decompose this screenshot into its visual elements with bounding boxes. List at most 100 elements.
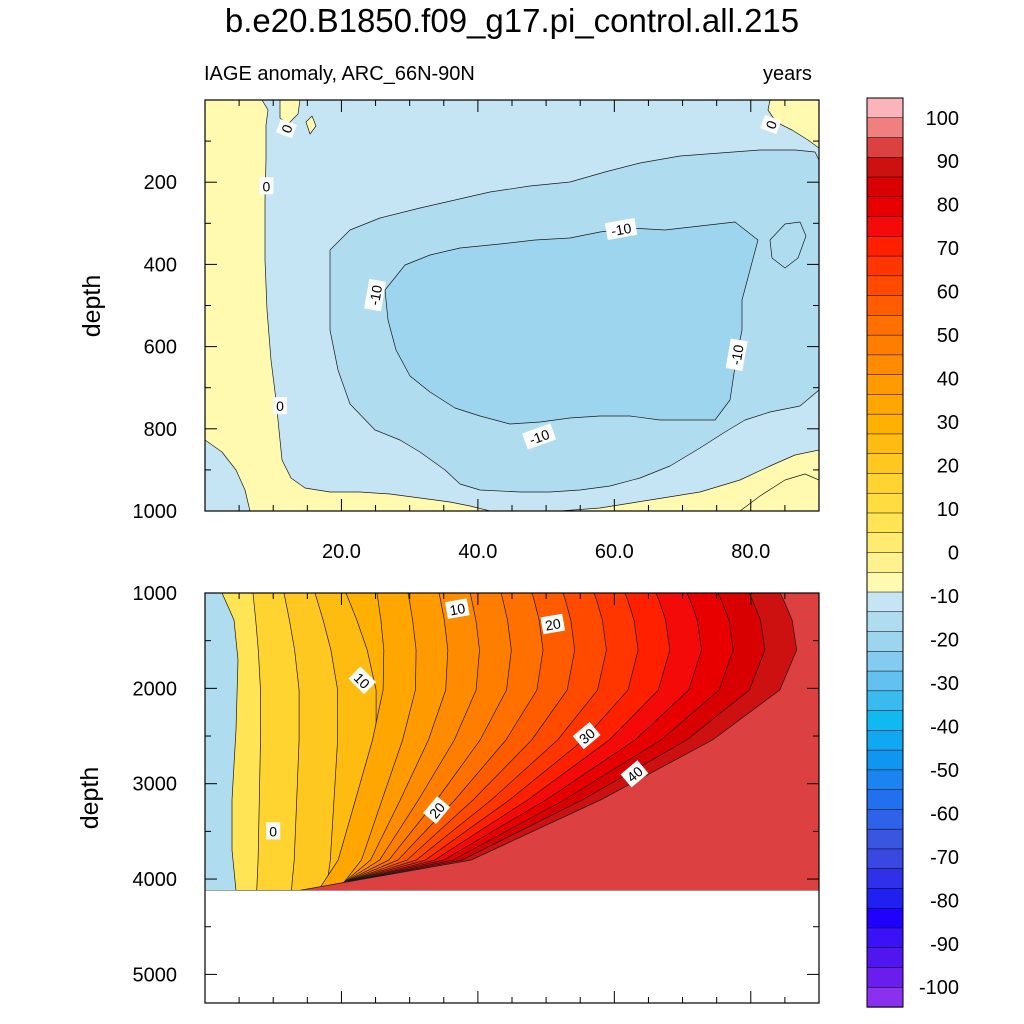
colorbar-box [866,907,904,929]
colorbar-box [866,848,904,870]
colorbar-label: 100 [926,108,959,130]
lower-panel: 10 20 10 30 40 20 0 1000 2000 3000 4000 5000 [133,583,820,1004]
upper-contour-label-text: -10 [610,220,633,239]
lower-contour-label: 10 [445,598,470,619]
colorbar-label: 20 [937,456,959,478]
colorbar-box [866,769,904,791]
colorbar-box [866,413,904,435]
upper-y-tick-label: 200 [144,172,177,194]
upper-x-tick-label: 40.0 [458,541,497,563]
colorbar-label: 10 [937,499,959,521]
colorbar-label: -20 [930,629,959,651]
chart-subtitle-units: years [763,63,812,85]
colorbar-box [866,572,904,593]
upper-contour-neg10 [384,221,759,425]
lower-contour-label-bg [266,822,281,840]
colorbar-box [866,631,904,652]
lower-contour-label: 20 [423,796,451,824]
upper-contour-0-se-patch [739,473,819,511]
upper-contour-label-bg [522,423,557,450]
colorbar-label: -80 [930,890,959,912]
upper-contour-label-text: -10 [527,426,552,448]
upper-contour-label-bg [276,119,297,139]
upper-contour-label: -10 [725,338,748,371]
lower-y-axis-title: depth [76,767,104,830]
colorbar-box [866,196,904,218]
colorbar-label: -90 [930,934,959,956]
colorbar-box [866,828,904,850]
upper-contour-label: 0 [760,115,782,135]
upper-contour-labels: 0 0 0 0 -10 -10 -10 -10 [259,115,782,450]
upper-x-tick-label: 20.0 [322,541,361,563]
colorbar-box [866,137,904,158]
lower-y-tick-label: 5000 [133,964,178,986]
upper-contour-label: 0 [273,397,287,415]
colorbar-box [866,453,904,475]
chart-title: b.e20.B1850.f09_g17.pi_control.all.215 [224,2,800,39]
upper-contour-label: -10 [522,423,557,450]
chart-subtitle-variable: IAGE anomaly, ARC_66N-90N [204,63,475,85]
colorbar-label: -100 [919,977,959,999]
colorbar-box [866,295,904,317]
upper-y-tick-label: 400 [144,254,177,276]
upper-contour-label: 0 [259,177,274,195]
colorbar-box [866,749,904,771]
upper-contour-neg-sw [205,439,251,511]
colorbar-box [866,532,904,554]
colorbar-label: 70 [937,238,959,260]
colorbar-box [866,868,904,890]
upper-contour-label-text: -10 [727,343,746,366]
upper-contour-neg5-eddy [769,221,807,269]
colorbar-box [866,512,904,534]
colorbar-label: -40 [930,716,959,738]
colorbar-box [866,97,904,119]
colorbar-box [866,473,904,494]
upper-contour-label: 0 [276,119,297,139]
upper-contour-label: -10 [604,218,638,240]
upper-contour-0-surface-b [305,115,317,135]
colorbar-box [866,947,904,969]
colorbar-frame [866,97,904,1008]
upper-y-tick-label: 800 [144,419,177,441]
lower-contour-label: 0 [266,822,281,840]
lower-contour-label-bg [445,598,470,619]
colorbar-box [866,986,904,1008]
colorbar-box [866,157,904,178]
lower-contour-label-bg [572,722,601,750]
colorbar-label: 80 [937,195,959,217]
lower-contour-label: 40 [620,760,649,788]
colorbar-box [866,433,904,455]
colorbar-label: -70 [930,847,959,869]
colorbar-box [866,354,904,376]
colorbar-box [866,394,904,415]
colorbar-box [866,117,904,139]
upper-contour-label: -10 [364,278,387,312]
upper-contour-label-text: -10 [366,284,385,307]
upper-contour-label-bg [259,177,274,195]
colorbar-box [866,236,904,257]
colorbar-box [866,690,904,712]
lower-contour-label-text: 0 [269,823,277,839]
lower-contour-label: 20 [540,613,566,635]
upper-ticks: 200 400 600 800 1000 20.0 40.0 60.0 80.0 [133,100,819,563]
upper-contour-0-se [559,449,819,511]
colorbar-label: -10 [930,586,959,608]
lower-ticks: 1000 2000 3000 4000 5000 [133,583,819,1003]
colorbar-box [866,374,904,396]
colorbar-box [866,710,904,732]
colorbar-box [866,216,904,237]
colorbar-box [866,275,904,297]
colorbar-label: 0 [948,543,959,565]
upper-y-axis-title: depth [78,275,106,338]
colorbar-box [866,730,904,751]
upper-contour-0-surface-c [767,100,819,149]
upper-contour-label-bg [725,338,748,371]
upper-contour-label-bg [760,115,782,135]
lower-no-data-region [205,890,819,1003]
lower-contour-label-text: 10 [448,600,466,618]
colorbar-label: 60 [937,282,959,304]
lower-contour-labels: 10 20 10 30 40 20 0 [266,598,649,840]
colorbar-label: 50 [937,325,959,347]
colorbar-box [866,809,904,830]
